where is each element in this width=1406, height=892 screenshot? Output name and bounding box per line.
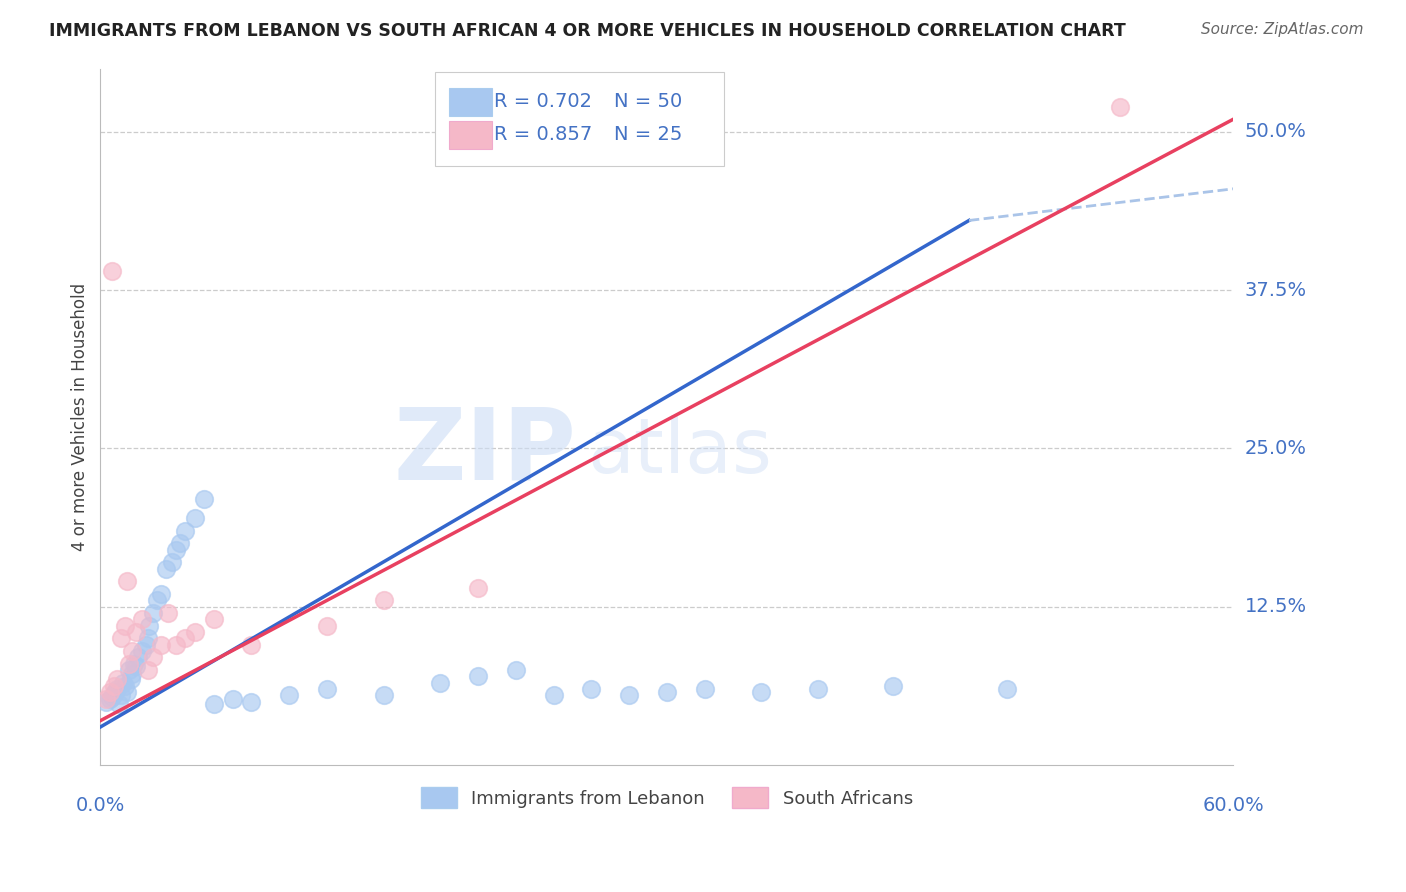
- Point: [149, 587, 172, 601]
- Point: [136, 632, 159, 646]
- Point: [174, 632, 197, 646]
- Point: [121, 644, 143, 658]
- Point: [114, 618, 136, 632]
- Legend: Immigrants from Lebanon, South Africans: Immigrants from Lebanon, South Africans: [413, 780, 920, 815]
- Point: [110, 632, 132, 646]
- Point: [240, 695, 263, 709]
- Point: [105, 672, 128, 686]
- Point: [136, 663, 159, 677]
- Point: [103, 680, 125, 694]
- Point: [146, 593, 169, 607]
- Point: [169, 536, 191, 550]
- Point: [114, 680, 136, 694]
- Text: Source: ZipAtlas.com: Source: ZipAtlas.com: [1201, 22, 1364, 37]
- Point: [165, 542, 187, 557]
- Point: [142, 606, 165, 620]
- Point: [693, 681, 716, 696]
- Point: [135, 638, 157, 652]
- Point: [749, 684, 772, 698]
- FancyBboxPatch shape: [450, 120, 492, 149]
- Point: [131, 644, 153, 658]
- Point: [165, 638, 187, 652]
- Point: [174, 524, 197, 538]
- Text: R = 0.857: R = 0.857: [494, 125, 592, 145]
- Point: [104, 684, 127, 698]
- Point: [184, 625, 207, 640]
- Point: [467, 581, 489, 595]
- Point: [125, 625, 148, 640]
- Point: [467, 669, 489, 683]
- Point: [157, 606, 180, 620]
- Text: R = 0.702: R = 0.702: [494, 93, 592, 112]
- Point: [138, 618, 160, 632]
- Point: [995, 681, 1018, 696]
- Point: [125, 659, 148, 673]
- Point: [316, 618, 339, 632]
- Point: [155, 562, 177, 576]
- Point: [94, 692, 117, 706]
- Point: [118, 657, 141, 671]
- Text: atlas: atlas: [588, 415, 772, 489]
- Text: N = 25: N = 25: [613, 125, 682, 145]
- Text: 37.5%: 37.5%: [1244, 281, 1306, 300]
- Point: [100, 690, 122, 704]
- Text: 12.5%: 12.5%: [1244, 598, 1306, 616]
- Point: [120, 672, 142, 686]
- Point: [98, 692, 121, 706]
- Point: [278, 689, 301, 703]
- Point: [221, 692, 243, 706]
- Point: [202, 697, 225, 711]
- Point: [131, 612, 153, 626]
- Text: 25.0%: 25.0%: [1244, 439, 1306, 458]
- Point: [160, 555, 183, 569]
- Point: [111, 675, 134, 690]
- Point: [1109, 99, 1132, 113]
- Point: [373, 593, 395, 607]
- Point: [543, 689, 565, 703]
- Point: [103, 687, 125, 701]
- Point: [142, 650, 165, 665]
- Point: [617, 689, 640, 703]
- Point: [655, 684, 678, 698]
- Point: [118, 663, 141, 677]
- Point: [124, 657, 146, 671]
- Point: [882, 680, 904, 694]
- Point: [240, 638, 263, 652]
- Point: [505, 663, 527, 677]
- Text: ZIP: ZIP: [394, 403, 576, 500]
- Point: [94, 695, 117, 709]
- FancyBboxPatch shape: [434, 72, 724, 166]
- Point: [110, 689, 132, 703]
- Point: [115, 684, 138, 698]
- Text: 0.0%: 0.0%: [76, 796, 125, 814]
- Text: 50.0%: 50.0%: [1244, 122, 1306, 141]
- Point: [429, 675, 451, 690]
- Text: N = 50: N = 50: [613, 93, 682, 112]
- Point: [100, 264, 122, 278]
- FancyBboxPatch shape: [450, 88, 492, 116]
- Point: [121, 666, 143, 681]
- Y-axis label: 4 or more Vehicles in Household: 4 or more Vehicles in Household: [72, 283, 89, 551]
- Point: [193, 492, 215, 507]
- Point: [115, 574, 138, 589]
- Point: [202, 612, 225, 626]
- Point: [127, 650, 149, 665]
- Point: [105, 681, 128, 696]
- Point: [807, 681, 830, 696]
- Point: [316, 681, 339, 696]
- Point: [373, 689, 395, 703]
- Point: [108, 697, 131, 711]
- Text: IMMIGRANTS FROM LEBANON VS SOUTH AFRICAN 4 OR MORE VEHICLES IN HOUSEHOLD CORRELA: IMMIGRANTS FROM LEBANON VS SOUTH AFRICAN…: [49, 22, 1126, 40]
- Point: [98, 684, 121, 698]
- Point: [149, 638, 172, 652]
- Point: [184, 511, 207, 525]
- Point: [581, 681, 603, 696]
- Text: 60.0%: 60.0%: [1202, 796, 1264, 814]
